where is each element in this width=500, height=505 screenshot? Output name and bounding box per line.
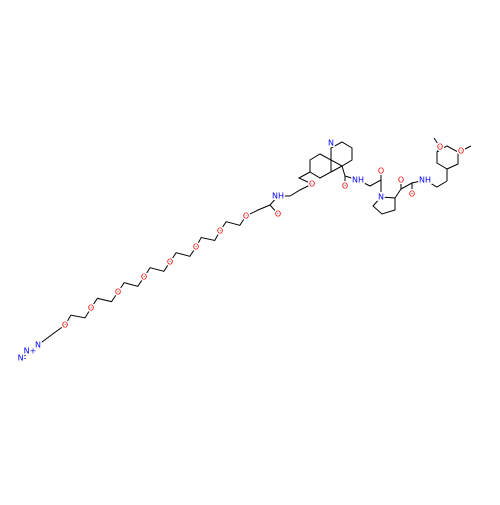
atom-label: O: [115, 288, 121, 297]
atom-label: O: [88, 304, 94, 313]
methoxy: [433, 137, 441, 153]
atom-label: NH: [352, 176, 364, 185]
atom-label: N-: [18, 354, 27, 363]
bonds: [21, 137, 472, 359]
atom-label: O: [217, 227, 223, 236]
atom-label: N: [328, 139, 334, 148]
atom-label: N: [378, 193, 384, 202]
bond: [297, 171, 313, 185]
atom-label: O: [167, 258, 173, 267]
linker: [278, 183, 313, 197]
atom-label: O: [62, 321, 68, 330]
benzene-ring: [436, 145, 459, 181]
atom-label: O: [437, 143, 443, 152]
atom-label: N: [35, 341, 41, 350]
atom-label: O: [398, 176, 404, 185]
methoxy: [457, 145, 472, 153]
atom-label: O: [309, 180, 315, 189]
bond: [245, 204, 271, 217]
bond: [357, 171, 382, 187]
atom-label: O: [342, 182, 348, 191]
atom-label: O: [193, 243, 199, 252]
atom-label: NH: [272, 192, 284, 201]
atom-label: O: [275, 210, 281, 219]
bond: [330, 165, 343, 173]
atom-label: O: [141, 273, 147, 282]
atom-label: O: [378, 167, 384, 176]
atom-label: O: [409, 190, 415, 199]
atom-label: NH: [419, 176, 431, 185]
pyrrolidine-ring: [372, 196, 396, 215]
atom-label: N+: [24, 347, 37, 356]
peg-chain: [21, 215, 247, 359]
bond: [411, 179, 448, 188]
atom-label: O: [243, 212, 249, 221]
bond: [341, 165, 346, 177]
bond: [344, 175, 359, 181]
atom-label: O: [458, 147, 464, 156]
